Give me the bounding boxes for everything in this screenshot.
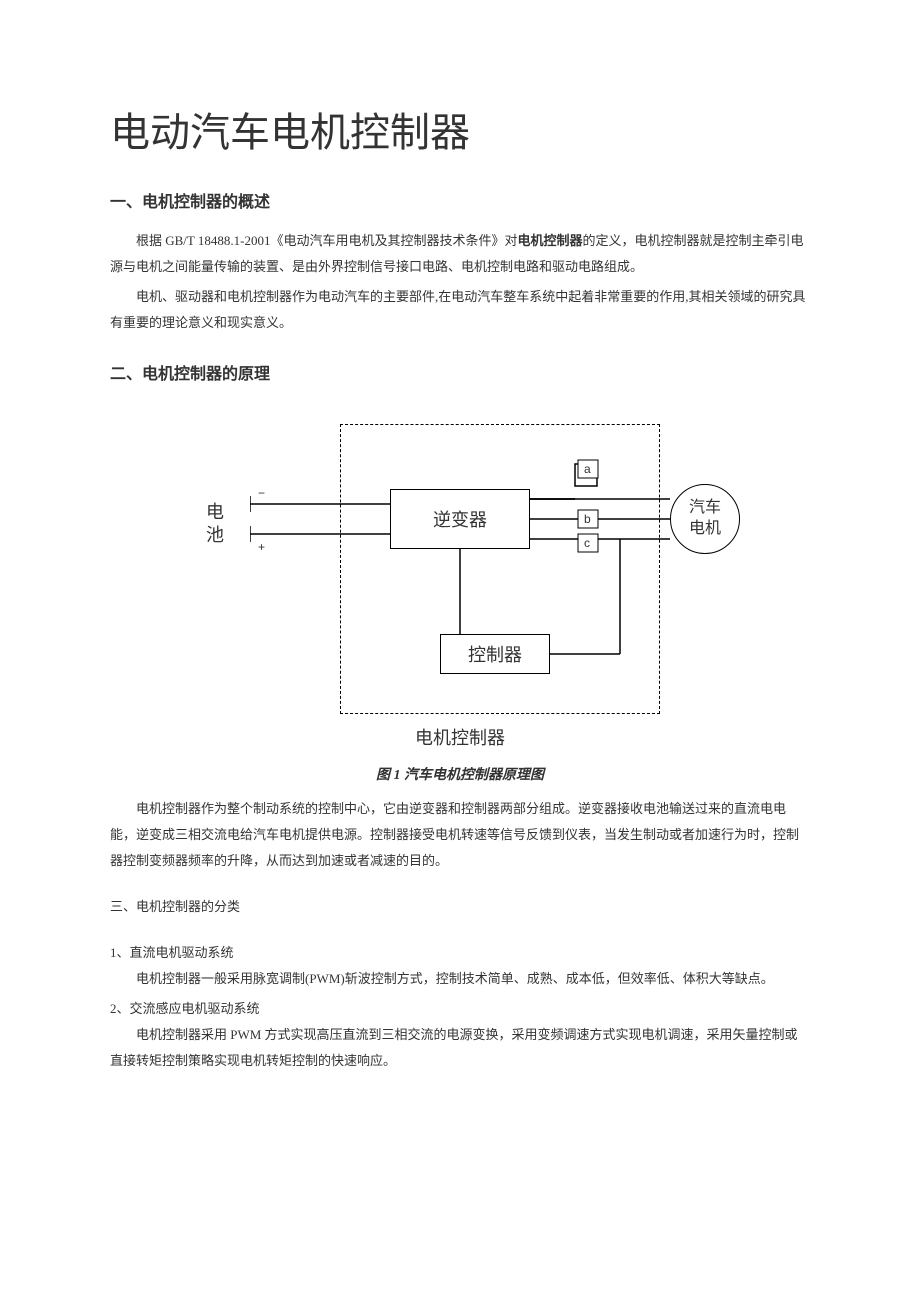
s1p1-bold: 电机控制器 xyxy=(517,233,582,248)
motor-label-1: 汽车 xyxy=(689,498,721,519)
diagram-container: 电 池 − + 逆变器 控制器 汽车 电机 a b c 电机控制器 xyxy=(110,404,810,754)
section-1-paragraph-1: 根据 GB/T 18488.1-2001《电动汽车用电机及其控制器技术条件》对电… xyxy=(110,228,810,280)
pos-terminal-label: + xyxy=(258,540,265,554)
inverter-block: 逆变器 xyxy=(390,489,530,549)
motor-label-2: 电机 xyxy=(689,519,721,540)
phase-b-label: b xyxy=(584,512,591,526)
section-2-heading: 二、电机控制器的原理 xyxy=(110,360,810,384)
section-3-heading: 三、电机控制器的分类 xyxy=(110,894,810,920)
subsection-1-paragraph: 电机控制器一般采用脉宽调制(PWM)斩波控制方式，控制技术简单、成熟、成本低，但… xyxy=(110,966,810,992)
section-1-paragraph-2: 电机、驱动器和电机控制器作为电动汽车的主要部件,在电动汽车整车系统中起着非常重要… xyxy=(110,284,810,336)
subsection-2-heading: 2、交流感应电机驱动系统 xyxy=(110,996,810,1022)
phase-c-label: c xyxy=(584,536,590,550)
battery-label-1: 电 xyxy=(206,501,224,524)
page-title: 电动汽车电机控制器 xyxy=(110,100,810,158)
neg-terminal-label: − xyxy=(258,486,265,500)
phase-a-label: a xyxy=(584,462,591,476)
battery-label-2: 池 xyxy=(206,524,224,547)
section-2-paragraph-1: 电机控制器作为整个制动系统的控制中心，它由逆变器和控制器两部分组成。逆变器接收电… xyxy=(110,796,810,874)
motor-block: 汽车 电机 xyxy=(670,484,740,554)
section-1-heading: 一、电机控制器的概述 xyxy=(110,188,810,212)
figure-1-caption: 图 1 汽车电机控制器原理图 xyxy=(110,764,810,784)
subsection-1-heading: 1、直流电机驱动系统 xyxy=(110,940,810,966)
subsection-2-paragraph: 电机控制器采用 PWM 方式实现高压直流到三相交流的电源变换，采用变频调速方式实… xyxy=(110,1022,810,1074)
controller-block: 控制器 xyxy=(440,634,550,674)
motor-controller-diagram: 电 池 − + 逆变器 控制器 汽车 电机 a b c 电机控制器 xyxy=(180,404,740,754)
s1p1-pre: 根据 GB/T 18488.1-2001《电动汽车用电机及其控制器技术条件》对 xyxy=(136,233,517,248)
battery-block: 电 池 xyxy=(180,489,250,559)
enclosure-label: 电机控制器 xyxy=(180,724,740,750)
